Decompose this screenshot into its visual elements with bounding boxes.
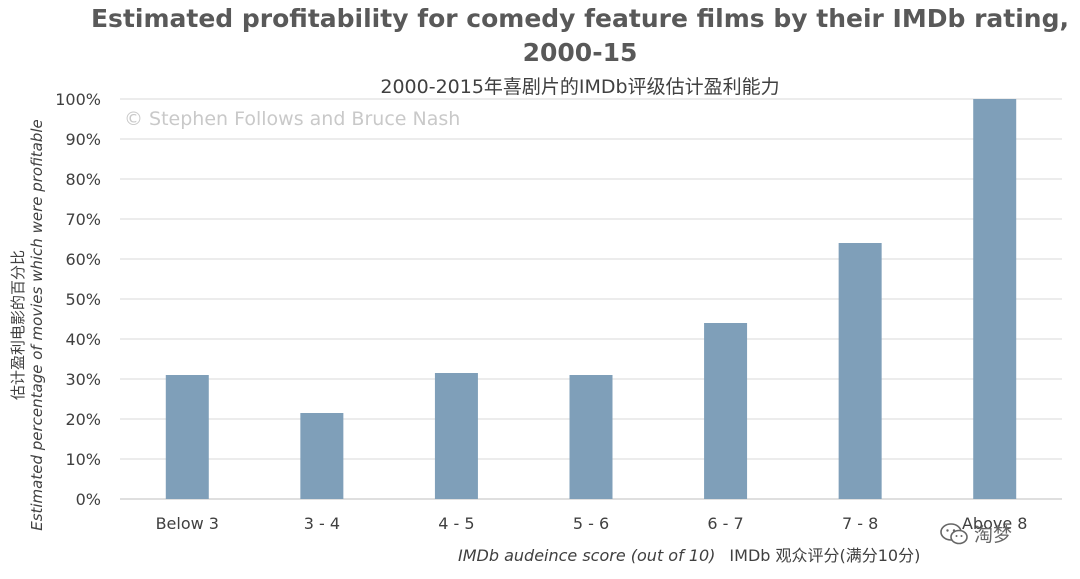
x-axis-label-en: IMDb audeince score (out of 10) [458, 546, 716, 565]
x-tick-label: 4 - 5 [438, 514, 474, 533]
y-tick-label: 70% [65, 210, 101, 229]
y-axis-label: 估计盈利电影的百分比 Estimated percentage of movie… [9, 119, 47, 531]
y-axis-label-en: Estimated percentage of movies which wer… [28, 119, 46, 531]
y-tick-label: 20% [65, 410, 101, 429]
y-tick-label: 0% [76, 490, 101, 509]
bar [434, 373, 478, 499]
x-tick-label: 3 - 4 [304, 514, 340, 533]
bar [838, 243, 882, 499]
y-axis-label-zh: 估计盈利电影的百分比 [9, 249, 27, 401]
y-tick-label: 50% [65, 290, 101, 309]
x-tick-label: 7 - 8 [842, 514, 878, 533]
x-axis-label-zh: IMDb 观众评分(满分10分) [729, 546, 921, 565]
y-tick-label: 100% [55, 90, 101, 109]
bar [300, 413, 344, 499]
x-tick-label: 6 - 7 [707, 514, 743, 533]
x-tick-label: Below 3 [156, 514, 219, 533]
x-tick-label: Above 8 [962, 514, 1027, 533]
bar [569, 375, 613, 499]
y-tick-label: 60% [65, 250, 101, 269]
bar [973, 99, 1017, 499]
bar [165, 375, 209, 499]
y-tick-label: 30% [65, 370, 101, 389]
y-tick-label: 90% [65, 130, 101, 149]
watermark: 淘梦 [940, 520, 1012, 547]
y-tick-label: 80% [65, 170, 101, 189]
copyright-notice: © Stephen Follows and Bruce Nash [124, 108, 461, 130]
x-axis-label: IMDb audeince score (out of 10) IMDb 观众评分… [458, 542, 920, 566]
x-tick-label: 5 - 6 [573, 514, 609, 533]
bar [704, 323, 748, 499]
chart-subtitle: 2000-2015年喜剧片的IMDb评级估计盈利能力 [380, 76, 780, 98]
watermark-text: 淘梦 [974, 524, 1013, 546]
y-tick-label: 40% [65, 330, 101, 349]
chart-title: Estimated profitability for comedy featu… [90, 4, 1069, 67]
y-tick-label: 10% [65, 450, 101, 469]
wechat-icon [940, 522, 968, 544]
y-axis-label-container: 估计盈利电影的百分比 Estimated percentage of movie… [0, 90, 56, 560]
